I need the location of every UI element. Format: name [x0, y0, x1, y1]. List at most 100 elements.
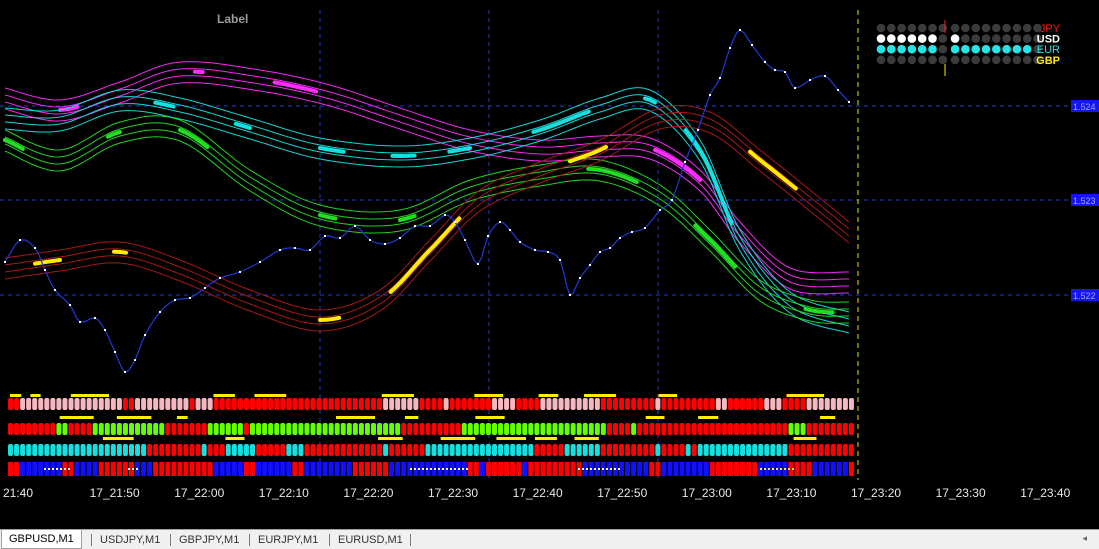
strength-dot: [908, 45, 917, 54]
histogram-bar: [746, 398, 751, 410]
chart-canvas[interactable]: 1.5241.5231.522 21:4017_21:5017_22:0017_…: [0, 0, 1099, 529]
histogram-bar: [153, 462, 158, 476]
histogram-bar: [105, 444, 110, 456]
histogram-bar: [540, 462, 545, 476]
histogram-bar: [625, 398, 630, 410]
price-chart[interactable]: 1.5241.5231.522 21:4017_21:5017_22:0017_…: [0, 0, 1099, 529]
tab-gbpusd-m1[interactable]: GBPUSD,M1: [1, 530, 82, 549]
histogram-bar: [20, 462, 25, 476]
histogram-bar: [661, 444, 666, 456]
histogram-bar: [546, 423, 551, 435]
histogram-bar: [680, 462, 685, 476]
histogram-bar: [589, 398, 594, 410]
price-point: [487, 235, 489, 237]
histogram-bar: [619, 398, 624, 410]
price-point: [34, 247, 36, 249]
histogram-bar: [177, 423, 182, 435]
yellow-dash: [535, 437, 557, 440]
histogram-bar: [583, 423, 588, 435]
scroll-left-arrow-icon[interactable]: ◂: [1082, 533, 1087, 544]
strength-dot: [992, 56, 1001, 65]
histogram-bar: [462, 423, 467, 435]
price-point: [659, 209, 661, 211]
histogram-bar: [637, 423, 642, 435]
histogram-bar: [371, 398, 376, 410]
histogram-bar: [528, 462, 533, 476]
price-point: [259, 261, 261, 263]
green-highlight: [180, 130, 207, 147]
yellow-dash: [254, 394, 286, 397]
histogram-bar: [776, 444, 781, 456]
strength-dot: [928, 56, 937, 65]
histogram-bar: [419, 444, 424, 456]
tab-gbpjpy-m1[interactable]: GBPJPY,M1: [172, 532, 246, 548]
histogram-bar: [504, 462, 509, 476]
histogram-bar: [413, 444, 418, 456]
histogram-bar: [256, 398, 261, 410]
histogram-bar: [377, 462, 382, 476]
histogram-bar: [516, 398, 521, 410]
histogram-bar: [171, 423, 176, 435]
row-marker: [614, 468, 616, 470]
histogram-bar: [196, 444, 201, 456]
histogram-bar: [661, 462, 666, 476]
histogram-bar: [837, 398, 842, 410]
histogram-bar: [831, 462, 836, 476]
histogram-bar: [244, 444, 249, 456]
histogram-bar: [728, 462, 733, 476]
histogram-bar: [75, 398, 80, 410]
histogram-bar: [226, 462, 231, 476]
histogram-bar: [232, 462, 237, 476]
histogram-bar: [389, 444, 394, 456]
row-marker: [760, 468, 762, 470]
histogram-bar: [214, 398, 219, 410]
price-point: [294, 247, 296, 249]
histogram-bar: [710, 462, 715, 476]
histogram-bar: [226, 423, 231, 435]
tab-usdjpy-m1[interactable]: USDJPY,M1: [93, 532, 167, 548]
histogram-bar: [710, 444, 715, 456]
tab-eurusd-m1[interactable]: EURUSD,M1: [331, 532, 410, 548]
price-point: [104, 329, 106, 331]
histogram-bar: [341, 444, 346, 456]
yellow-dash: [117, 416, 152, 419]
histogram-bar: [510, 423, 515, 435]
histogram-bar: [280, 462, 285, 476]
histogram-bar: [571, 462, 576, 476]
price-point: [429, 225, 431, 227]
histogram-bar: [323, 423, 328, 435]
row-marker: [426, 468, 428, 470]
histogram-bar: [462, 444, 467, 456]
currency-strength-panel: JPYUSDEURGBP: [877, 20, 1061, 76]
histogram-bar: [141, 423, 146, 435]
price-point: [279, 249, 281, 251]
histogram-bar: [450, 423, 455, 435]
histogram-bar: [135, 423, 140, 435]
histogram-bar: [704, 462, 709, 476]
histogram-bar: [183, 462, 188, 476]
row-marker: [48, 468, 50, 470]
histogram-bar: [704, 398, 709, 410]
histogram-bar: [383, 398, 388, 410]
price-point: [144, 334, 146, 336]
price-point: [509, 229, 511, 231]
histogram-bar: [383, 462, 388, 476]
histogram-bar: [728, 398, 733, 410]
histogram-bar: [819, 444, 824, 456]
histogram-bar: [474, 398, 479, 410]
strength-dot: [908, 24, 917, 33]
histogram-bar: [504, 398, 509, 410]
histogram-bar: [44, 398, 49, 410]
price-point: [559, 259, 561, 261]
histogram-bar: [704, 423, 709, 435]
histogram-bar: [540, 444, 545, 456]
histogram-bar: [565, 444, 570, 456]
histogram-bar: [801, 462, 806, 476]
histogram-bar: [631, 444, 636, 456]
histogram-bar: [468, 444, 473, 456]
price-point: [69, 304, 71, 306]
strength-dot: [971, 34, 980, 43]
tab-eurjpy-m1[interactable]: EURJPY,M1: [251, 532, 325, 548]
histogram-bar: [389, 462, 394, 476]
histogram-bar: [625, 444, 630, 456]
